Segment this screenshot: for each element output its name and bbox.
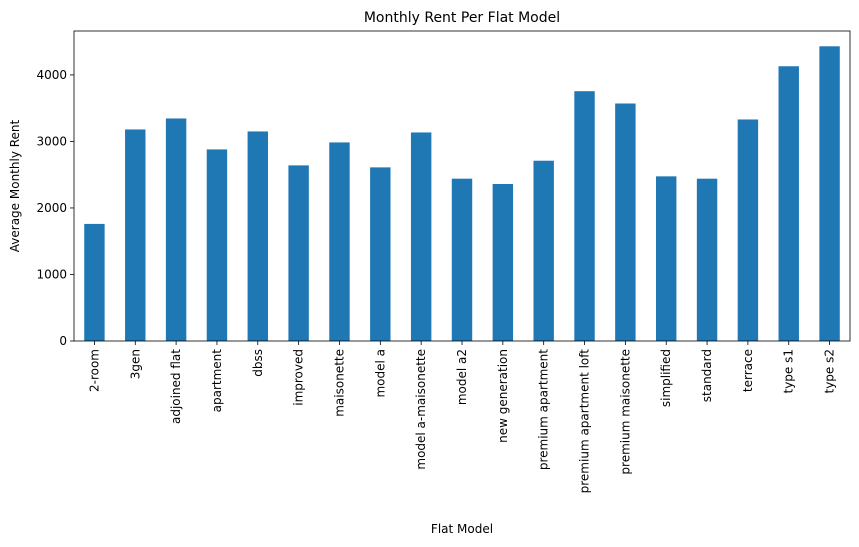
bar-5 (288, 165, 309, 341)
x-tick-label: improved (292, 349, 306, 406)
x-tick-label: terrace (741, 349, 755, 392)
x-tick-label: premium apartment (537, 349, 551, 470)
bars-group (84, 46, 840, 342)
y-tick-label: 1000 (36, 267, 67, 281)
x-tick-label: dbss (251, 349, 265, 377)
x-tick-label: standard (700, 349, 714, 402)
x-tick-label: model a (373, 349, 387, 398)
bar-15 (696, 178, 718, 341)
x-tick-label: model a-maisonette (414, 349, 428, 470)
bar-16 (737, 119, 759, 341)
bar-11 (533, 160, 554, 341)
x-tick-label: model a2 (455, 349, 469, 405)
y-tick-label: 2000 (36, 201, 67, 215)
bar-9 (451, 178, 473, 341)
x-tick-label: premium maisonette (618, 349, 632, 475)
x-tick-label: type s1 (782, 349, 796, 394)
y-axis-label: Average Monthly Rent (8, 119, 22, 252)
chart-title: Monthly Rent Per Flat Model (364, 10, 560, 26)
x-axis: 2-room 3gen adjoined flat apartment dbss impr… (87, 341, 837, 494)
plot-frame (73, 30, 851, 342)
bar-14 (656, 176, 677, 341)
bar-3 (206, 149, 228, 341)
bar-13 (615, 103, 636, 341)
bar-10 (492, 184, 514, 341)
bar-18 (819, 46, 840, 342)
x-tick-label: simplified (659, 349, 673, 407)
x-tick-label: adjoined flat (169, 349, 183, 424)
x-tick-label: maisonette (332, 349, 346, 417)
y-tick-label: 4000 (36, 68, 67, 82)
bar-6 (329, 142, 350, 341)
x-tick-label: new generation (496, 349, 510, 443)
x-axis-label: Flat Model (431, 522, 493, 536)
bar-17 (778, 66, 799, 341)
bar-2 (165, 118, 187, 341)
y-tick-label: 3000 (36, 134, 67, 148)
bar-8 (410, 132, 432, 341)
x-tick-label: 2-room (87, 349, 101, 392)
bar-4 (247, 131, 268, 341)
x-tick-label: type s2 (823, 349, 837, 394)
bar-1 (125, 129, 146, 341)
x-tick-label: premium apartment loft (578, 349, 592, 494)
x-tick-label: apartment (210, 349, 224, 413)
bar-0 (84, 223, 105, 341)
x-tick-label: 3gen (128, 349, 142, 379)
y-tick-label: 0 (59, 334, 67, 348)
bar-12 (574, 91, 595, 342)
bar-7 (370, 167, 391, 341)
y-axis: 0 1000 2000 3000 4000 (36, 68, 74, 348)
